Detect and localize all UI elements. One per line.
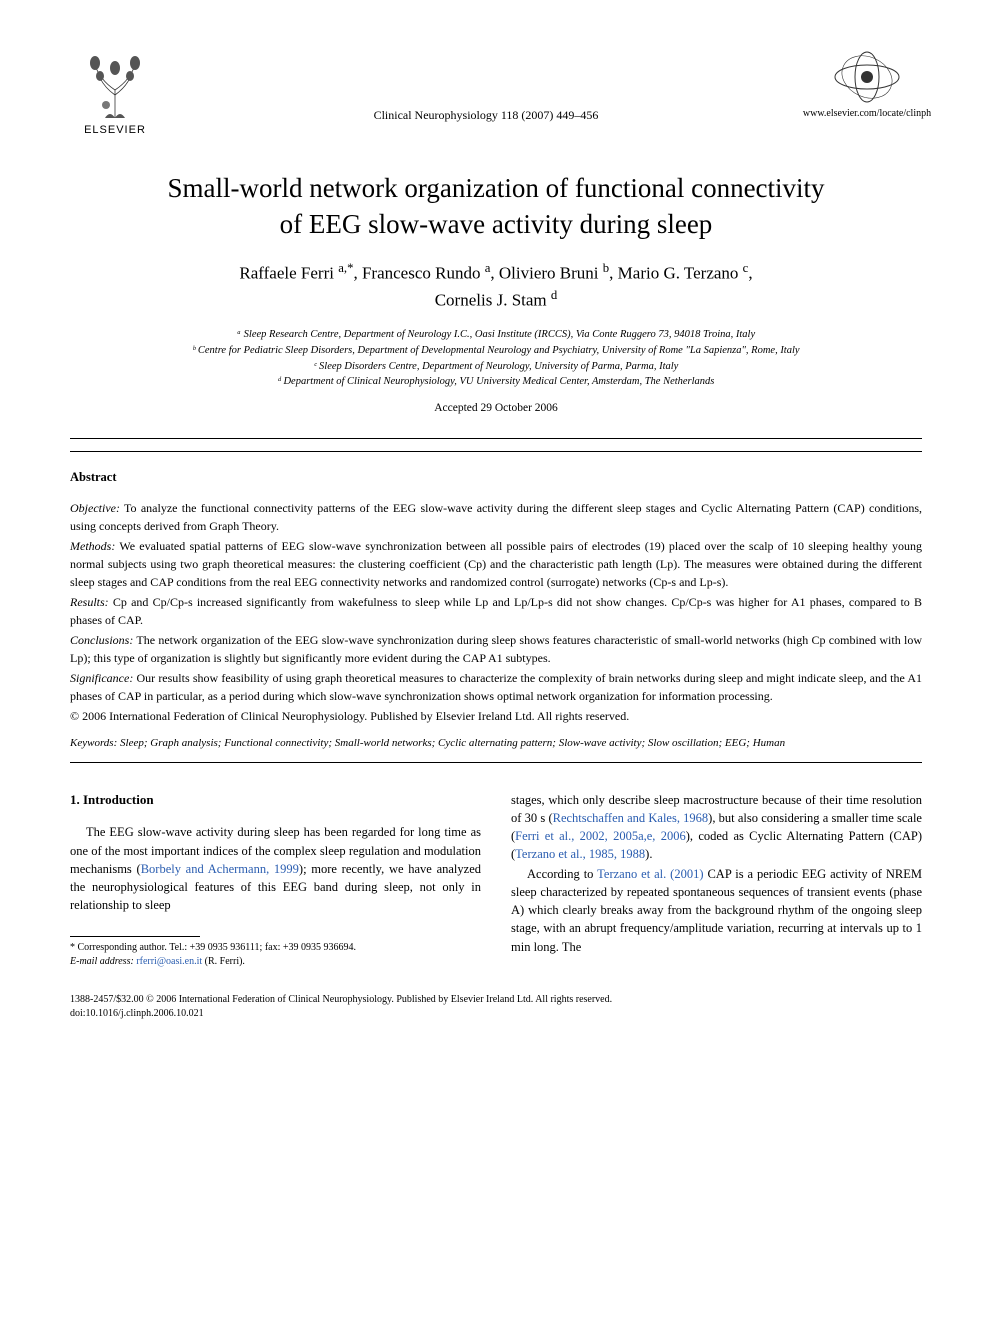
title-line-2: of EEG slow-wave activity during sleep: [280, 209, 713, 239]
header: ELSEVIER Clinical Neurophysiology 118 (2…: [70, 50, 922, 136]
footnote-email[interactable]: rferri@oasi.en.it: [136, 956, 202, 967]
keywords: Keywords: Sleep; Graph analysis; Functio…: [70, 736, 922, 751]
rule-divider: [70, 438, 922, 439]
abstract-body: Objective: To analyze the functional con…: [70, 499, 922, 705]
section-heading: 1. Introduction: [70, 791, 481, 810]
keywords-text: Sleep; Graph analysis; Functional connec…: [120, 737, 785, 749]
keywords-label: Keywords:: [70, 737, 117, 749]
clinph-logo-icon: [832, 50, 902, 105]
journal-url: www.elsevier.com/locate/clinph: [803, 108, 931, 119]
body-columns: 1. Introduction The EEG slow-wave activi…: [70, 791, 922, 969]
elsevier-tree-icon: [80, 50, 150, 120]
corresponding-author-footnote: * Corresponding author. Tel.: +39 0935 9…: [70, 941, 481, 969]
right-column: stages, which only describe sleep macros…: [511, 791, 922, 969]
body-paragraph: The EEG slow-wave activity during sleep …: [70, 823, 481, 914]
footnote-email-line: E-mail address: rferri@oasi.en.it (R. Fe…: [70, 955, 481, 969]
journal-logo-block: www.elsevier.com/locate/clinph: [812, 50, 922, 119]
publisher-logo-block: ELSEVIER: [70, 50, 160, 136]
publisher-name: ELSEVIER: [84, 124, 146, 136]
article-title: Small-world network organization of func…: [70, 170, 922, 243]
left-column: 1. Introduction The EEG slow-wave activi…: [70, 791, 481, 969]
footer: 1388-2457/$32.00 © 2006 International Fe…: [70, 993, 922, 1021]
footnote-email-label: E-mail address:: [70, 956, 134, 967]
footer-doi: doi:10.1016/j.clinph.2006.10.021: [70, 1007, 922, 1021]
journal-reference: Clinical Neurophysiology 118 (2007) 449–…: [374, 50, 599, 123]
footer-copyright: 1388-2457/$32.00 © 2006 International Fe…: [70, 993, 922, 1007]
accepted-date: Accepted 29 October 2006: [70, 402, 922, 414]
footnote-corr: * Corresponding author. Tel.: +39 0935 9…: [70, 941, 481, 955]
rule-divider: [70, 762, 922, 763]
body-paragraph: According to Terzano et al. (2001) CAP i…: [511, 865, 922, 956]
body-paragraph: stages, which only describe sleep macros…: [511, 791, 922, 864]
affiliations: ᵃ Sleep Research Centre, Department of N…: [70, 327, 922, 390]
footnote-email-tail: (R. Ferri).: [205, 956, 245, 967]
author-list: Raffaele Ferri a,*, Francesco Rundo a, O…: [70, 259, 922, 313]
title-line-1: Small-world network organization of func…: [167, 173, 824, 203]
abstract-copyright: © 2006 International Federation of Clini…: [70, 709, 922, 724]
abstract-heading: Abstract: [70, 470, 922, 485]
rule-divider: [70, 451, 922, 452]
footnote-rule: [70, 936, 200, 937]
